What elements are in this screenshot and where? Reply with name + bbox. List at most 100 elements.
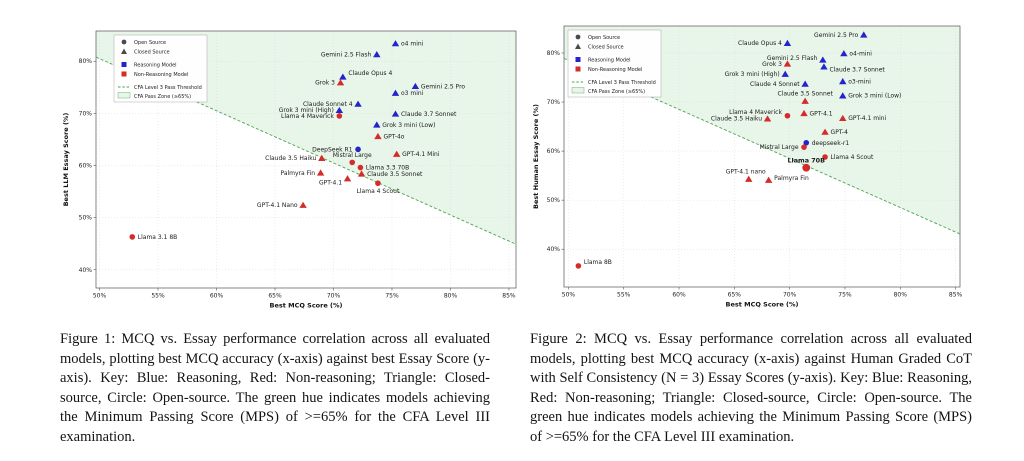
point-mistral-large	[349, 159, 356, 166]
y-tick-label: 70%	[547, 99, 561, 106]
legend-label-open-source: Open Source	[588, 35, 620, 41]
label-mistral-large: Mistral Large	[333, 152, 372, 159]
label-llama-4-scout: Llama 4 Scout	[831, 154, 874, 161]
point-gpt-4-1-mini	[839, 114, 847, 122]
figure-1-caption: Figure 1: MCQ vs. Essay performance corr…	[60, 331, 490, 445]
figure-2-block: 50% 55% 60% 65% 70% 75% 80% 85% 40% 50% 60% 70% 80% G…	[528, 6, 1000, 447]
label-llama-70b: Llama 70B	[787, 156, 825, 164]
legend-label-non-reasoning-model: Non-Reasoning Model	[134, 72, 188, 78]
label-deepseek-r1: DeepSeek R1	[312, 146, 353, 153]
point-gemini-2-5-pro	[860, 31, 868, 38]
point-gpt-4-1-mini	[392, 150, 401, 157]
legend-label-closed-source: Closed Source	[588, 45, 624, 51]
label-mistral-large: Mistral Large	[760, 144, 799, 151]
closed-source-marker-icon	[121, 48, 127, 54]
label-claude-opus-4: Claude Opus 4	[738, 40, 782, 47]
label-grok-3: Grok 3	[762, 61, 782, 68]
legend: Open Source Closed Source Reasoning Model N…	[567, 29, 662, 98]
label-o3-mini: o3-mini	[848, 78, 871, 85]
legend-label-reasoning-model: Reasoning Model	[134, 63, 177, 69]
label-palmyra-fin: Palmyra Fin	[774, 175, 809, 182]
label-llama-3-1-8b: Llama 3.1 8B	[138, 234, 178, 241]
label-claude-3-5-haiku: Claude 3.5 Haiku	[265, 155, 316, 162]
label-gpt-4: GPT-4	[831, 129, 849, 136]
legend-label-non-reasoning-model: Non-Reasoning Model	[588, 67, 642, 73]
x-tick-label: 75%	[838, 292, 852, 299]
non-reasoning-swatch-icon	[575, 66, 581, 72]
label-gemini-2-5-flash: Gemini 2.5 Flash	[767, 55, 818, 62]
legend-label-cfa-level-3-pass-threshold: CFA Level 3 Pass Threshold	[134, 85, 202, 91]
label-gemini-2-5-flash: Gemini 2.5 Flash	[321, 51, 372, 58]
label-palmyra-fin: Palmyra Fin	[280, 170, 315, 177]
x-tick-label: 70%	[327, 293, 341, 300]
point-llama-4-maverick	[784, 112, 791, 119]
legend-label-reasoning-model: Reasoning Model	[588, 58, 631, 64]
label-claude-opus-4: Claude Opus 4	[348, 70, 392, 77]
y-tick-label: 60%	[547, 148, 561, 155]
plot-border	[563, 25, 961, 288]
point-claude-sonnet-4	[354, 100, 362, 107]
point-llama-3-1-8b	[129, 234, 136, 240]
point-gpt-4	[821, 128, 829, 135]
x-tick-label: 50%	[93, 293, 107, 300]
label-gemini-2-5-pro: Gemini 2.5 Pro	[814, 32, 859, 39]
point-palmyra-fin	[316, 169, 325, 176]
cfa-pass-zone	[564, 26, 960, 235]
label-gpt-4-1-nano: GPT-4.1 nano	[726, 169, 766, 176]
x-tick-label: 85%	[949, 292, 963, 299]
point-claude-4-sonnet	[801, 80, 809, 87]
x-tick-label: 65%	[728, 292, 742, 299]
label-grok-3-mini-high: Grok 3 mini (High)	[725, 71, 780, 78]
point-grok-3	[336, 79, 345, 86]
label-gemini-2-5-pro: Gemini 2.5 Pro	[421, 83, 466, 90]
point-grok-3-mini-low	[839, 92, 847, 99]
y-tick-label: 60%	[79, 162, 93, 169]
legend: Open Source Closed Source Reasoning Model N…	[113, 34, 208, 103]
point-claude-3-7-sonnet	[391, 110, 400, 117]
x-tick-label: 75%	[385, 293, 399, 300]
x-axis-label: Best MCQ Score (%)	[270, 302, 343, 310]
label-gpt-4-1-mini: GPT-4.1 Mini	[402, 151, 440, 158]
point-mistral-large	[801, 144, 807, 150]
figure-1-scatter-chart: 50% 55% 60% 65% 70% 75% 80% 85% 40% 50% 60% 70% 80% o…	[62, 30, 517, 310]
legend-label-open-source: Open Source	[134, 40, 166, 46]
legend-label-cfa-level-3-pass-threshold: CFA Level 3 Pass Threshold	[588, 80, 656, 86]
open-source-marker-icon	[121, 39, 127, 45]
label-gpt-4-1: GPT-4.1	[319, 180, 342, 187]
point-grok-3-mini-low	[373, 121, 381, 128]
scatter-points: o4 mini Gemini 2.5 Flash Claude Opus 4 Grok…	[129, 40, 465, 241]
point-palmyra-fin	[764, 176, 773, 183]
point-claude-3-5-haiku	[318, 154, 326, 161]
point-gemini-2-5-pro	[411, 82, 420, 90]
point-o3-mini	[391, 89, 400, 96]
label-gpt-4-1: GPT-4.1	[810, 110, 833, 117]
point-llama-70b	[802, 163, 811, 172]
legend-box	[113, 34, 208, 103]
point-grok-3	[783, 60, 792, 67]
figure-2-caption: Figure 2: MCQ vs. Essay performance corr…	[530, 331, 972, 445]
point-llama-3-3-70b	[357, 164, 364, 171]
point-grok-3-mini-high	[335, 106, 344, 114]
closed-source-marker-icon	[575, 43, 581, 49]
x-tick-label: 85%	[502, 293, 516, 300]
label-llama-4-scout: Llama 4 Scout	[357, 188, 400, 195]
x-tick-label: 55%	[151, 293, 165, 300]
label-gpt-4o: GPT-4o	[383, 133, 404, 140]
x-tick-label: 65%	[268, 293, 282, 300]
y-axis-label: Best Human Essay Score (%)	[532, 104, 540, 209]
point-gpt-4-1	[343, 175, 352, 182]
y-tick-label: 40%	[547, 246, 561, 253]
label-claude-3-7-sonnet: Claude 3.7 Sonnet	[401, 111, 457, 118]
label-claude-3-7-sonnet: Claude 3.7 Sonnet	[829, 67, 885, 74]
y-tick-label: 80%	[79, 58, 93, 65]
label-claude-3-5-sonnet: Claude 3.5 Sonnet	[777, 91, 833, 98]
point-claude-3-7-sonnet	[820, 63, 828, 70]
label-gpt-4-1-nano: GPT-4.1 Nano	[257, 202, 298, 209]
label-claude-3-5-haiku: Claude 3.5 Haiku	[711, 116, 762, 123]
reasoning-swatch-icon	[575, 57, 581, 62]
legend-label-cfa-pass-zone-65: CFA Pass Zone (≥65%)	[588, 89, 645, 95]
y-tick-label: 50%	[547, 197, 561, 204]
point-llama-8b	[575, 263, 582, 269]
point-gpt-4-1-nano	[299, 201, 307, 208]
point-llama-4-scout	[375, 180, 381, 187]
